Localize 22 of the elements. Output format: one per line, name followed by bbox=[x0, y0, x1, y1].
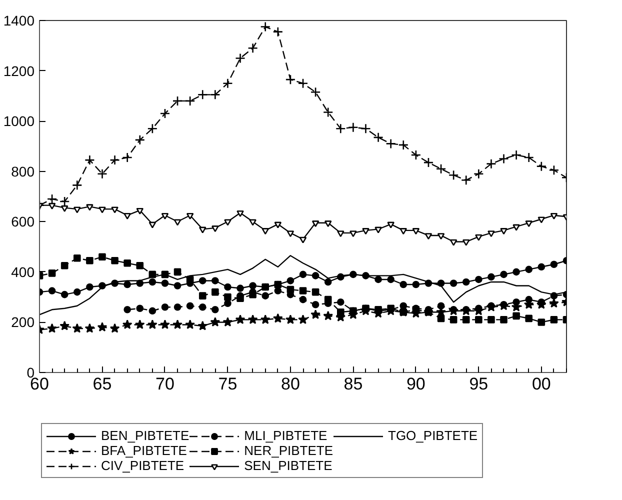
legend-label: SEN_PIBTETE bbox=[244, 458, 332, 473]
x-tick-label: 90 bbox=[406, 374, 426, 394]
legend-label: BEN_PIBTETE bbox=[101, 428, 190, 443]
x-tick-label: 80 bbox=[281, 374, 300, 394]
y-tick-label: 1400 bbox=[3, 12, 35, 28]
legend-label: CIV_PIBTETE bbox=[101, 458, 184, 473]
legend-label: TGO_PIBTETE bbox=[388, 428, 478, 443]
x-tick-label: 75 bbox=[218, 374, 238, 394]
y-tick-label: 800 bbox=[11, 163, 35, 180]
y-tick-label: 1200 bbox=[3, 62, 35, 79]
y-tick-label: 1000 bbox=[3, 113, 35, 130]
y-tick-label: 200 bbox=[11, 314, 35, 330]
legend-label: MLI_PIBTETE bbox=[244, 428, 328, 443]
x-tick-label: 95 bbox=[469, 374, 488, 394]
y-tick-label: 600 bbox=[11, 214, 35, 230]
x-tick-label: 85 bbox=[344, 374, 363, 394]
legend-label: BFA_PIBTETE bbox=[101, 443, 187, 458]
legend-label: NER_PIBTETE bbox=[244, 443, 333, 458]
x-tick-label: 00 bbox=[532, 374, 551, 394]
y-tick-label: 400 bbox=[11, 264, 35, 280]
x-tick-label: 70 bbox=[156, 374, 174, 394]
x-tick-label: 65 bbox=[92, 374, 112, 394]
